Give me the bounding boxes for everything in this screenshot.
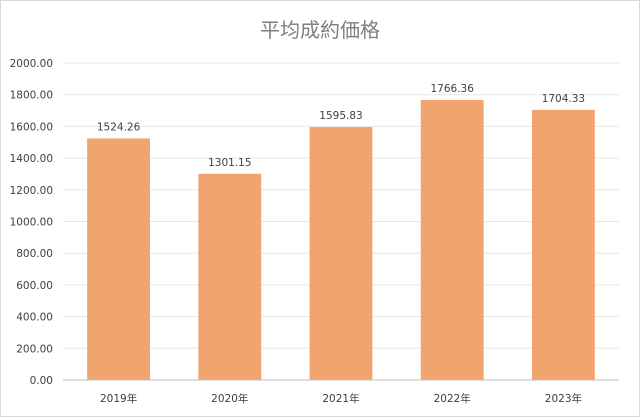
x-tick-label: 2021年 [322,392,359,405]
y-tick-label: 1200.00 [10,185,53,197]
x-axis-tick-labels: 2019年 2020年 2021年 2022年 2023年 [100,392,582,405]
bar [420,100,484,381]
x-tick-label: 2023年 [545,392,582,405]
y-axis-tick-labels: 0.00 200.00 400.00 600.00 800.00 1000.00 1200.… [10,58,53,387]
y-tick-label: 200.00 [16,343,53,355]
bar [309,127,373,380]
bar-value-label: 1524.26 [97,121,141,133]
x-tick-label: 2022年 [434,392,471,405]
y-tick-label: 1000.00 [10,217,53,229]
y-tick-label: 1400.00 [10,153,53,165]
bar-value-label: 1595.83 [319,110,362,122]
y-tick-label: 600.00 [16,280,53,292]
x-tick-label: 2020年 [211,392,248,405]
bar-value-label: 1301.15 [208,157,251,169]
y-tick-label: 800.00 [16,248,53,260]
y-tick-label: 2000.00 [10,58,53,70]
bars [87,100,595,381]
bar-value-label: 1766.36 [430,83,474,95]
x-tick-label: 2019年 [100,392,137,405]
y-tick-label: 0.00 [30,375,53,387]
bar [531,109,595,380]
chart-title: 平均成約価格 [260,18,380,42]
y-tick-label: 1600.00 [10,121,53,133]
bar [198,173,262,380]
bar-value-label: 1704.33 [542,93,585,105]
y-tick-label: 400.00 [16,312,53,324]
bar [87,138,151,380]
y-tick-label: 1800.00 [10,90,53,102]
data-labels: 1524.26 1301.15 1595.83 1766.36 1704.33 [97,83,585,169]
